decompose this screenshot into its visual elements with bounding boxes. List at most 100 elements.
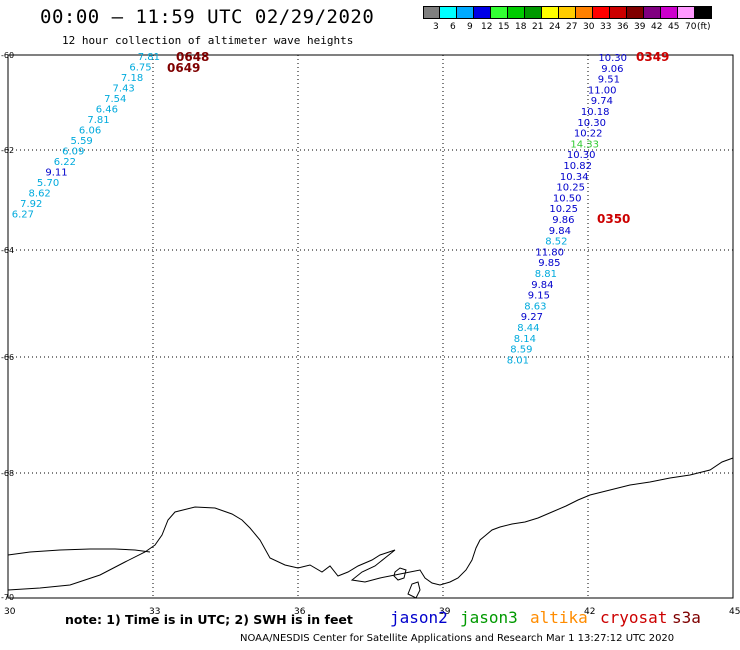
pass-time-label: 0649 <box>167 61 200 75</box>
longitude-tick-label: 30 <box>4 607 16 617</box>
colorbar-tick-label: 42 <box>651 22 663 32</box>
colorbar-swatch <box>627 6 644 19</box>
wave-height-label: 7.43 <box>113 84 135 95</box>
colorbar-tick-label: 15 <box>498 22 510 32</box>
colorbar-tick-label: 6 <box>450 22 456 32</box>
legend-cryosat: cryosat <box>600 608 668 627</box>
latitude-tick-label: -68 <box>1 469 14 478</box>
wave-height-label: 9.51 <box>598 75 620 86</box>
wave-height-label: 11.00 <box>588 85 617 96</box>
legend-altika: altika <box>530 608 588 627</box>
colorbar-tick-label: 70 <box>685 22 697 32</box>
wave-height-label: 9.74 <box>591 96 613 107</box>
latitude-tick-label: -66 <box>1 353 14 362</box>
wave-height-label: 6.22 <box>54 157 76 168</box>
colorbar-swatch <box>525 6 542 19</box>
wave-height-label: 8.63 <box>524 301 546 312</box>
wave-height-label: 10.30 <box>577 118 606 129</box>
colorbar-tick-label: 36 <box>617 22 629 32</box>
colorbar-tick-label: 12 <box>481 22 493 32</box>
colorbar-unit-label: (ft) <box>697 22 711 32</box>
colorbar-swatch <box>440 6 457 19</box>
wave-height-label: 10.22 <box>574 129 603 140</box>
wave-height-label: 7.92 <box>20 199 42 210</box>
pass-time-label: 0648 <box>176 50 209 64</box>
colorbar-swatch <box>576 6 593 19</box>
wave-height-label: 9.86 <box>552 215 574 226</box>
wave-height-label: 7.81 <box>138 52 160 63</box>
wave-height-label: 14.33 <box>570 139 599 150</box>
colorbar-swatch <box>559 6 576 19</box>
pass-time-label: 0350 <box>597 212 630 226</box>
colorbar-swatch <box>423 6 440 19</box>
wave-height-label: 5.59 <box>71 136 93 147</box>
wave-height-label: 8.01 <box>507 355 529 366</box>
colorbar-tick-label: 27 <box>566 22 578 32</box>
colorbar-swatch <box>457 6 474 19</box>
wave-height-label: 9.85 <box>538 258 560 269</box>
latitude-tick-label: -62 <box>1 146 14 155</box>
wave-height-label: 9.06 <box>601 64 623 75</box>
wave-height-label: 6.46 <box>96 105 118 116</box>
wave-height-label: 6.75 <box>129 63 151 74</box>
colorbar-tick-label: 9 <box>467 22 473 32</box>
wave-height-label: 10.34 <box>560 172 589 183</box>
wave-height-label: 10.30 <box>598 53 627 64</box>
colorbar-tick-label: 33 <box>600 22 612 32</box>
longitude-tick-label: 42 <box>584 607 595 617</box>
wave-height-label: 8.52 <box>545 237 567 248</box>
wave-height-label: 10.25 <box>556 183 585 194</box>
longitude-tick-label: 39 <box>439 607 451 617</box>
colorbar-tick-label: 18 <box>515 22 527 32</box>
map-gridlines <box>8 55 733 598</box>
page-title: 00:00 – 11:59 UTC 02/29/2020 <box>40 6 375 28</box>
wave-height-label: 9.84 <box>549 226 571 237</box>
colorbar-tick-label: 30 <box>583 22 595 32</box>
colorbar-swatch <box>491 6 508 19</box>
wave-height-label: 7.81 <box>87 115 109 126</box>
wave-height-label: 5.70 <box>37 178 59 189</box>
wave-height-label: 10.30 <box>567 150 596 161</box>
legend-s3a: s3a <box>672 608 701 627</box>
legend-note: note: 1) Time is in UTC; 2) SWH is in fe… <box>65 612 353 627</box>
wave-height-label: 6.06 <box>79 126 101 137</box>
wave-height-label: 9.84 <box>531 280 553 291</box>
wave-height-label: 11.80 <box>535 247 564 258</box>
legend-jason3: jason3 <box>460 608 518 627</box>
island-outline <box>393 567 407 581</box>
colorbar-swatch <box>474 6 491 19</box>
wave-height-label: 9.15 <box>528 291 550 302</box>
latitude-tick-label: -60 <box>1 51 14 60</box>
island-outline <box>407 581 421 599</box>
colorbar-swatch <box>695 6 712 19</box>
wave-height-label: 10.25 <box>549 204 578 215</box>
wave-height-label: 6.09 <box>62 147 84 158</box>
page-subtitle: 12 hour collection of altimeter wave hei… <box>62 34 354 47</box>
colorbar-swatch <box>542 6 559 19</box>
wave-height-label: 8.14 <box>514 334 536 345</box>
colorbar-swatch <box>678 6 695 19</box>
wave-height-label: 7.18 <box>121 73 143 84</box>
colorbar-swatch <box>661 6 678 19</box>
antarctic-coastline <box>7 457 734 591</box>
wave-height-label: 10.50 <box>553 193 582 204</box>
wave-height-label: 6.27 <box>12 210 34 221</box>
wave-height-label: 8.59 <box>510 345 532 356</box>
latitude-tick-label: -70 <box>1 593 14 602</box>
wave-height-label: 8.44 <box>517 323 539 334</box>
colorbar-swatch <box>644 6 661 19</box>
wave-height-label: 7.54 <box>104 94 126 105</box>
colorbar-swatch <box>610 6 627 19</box>
map-frame <box>7 54 734 599</box>
latitude-tick-label: -64 <box>1 246 14 255</box>
altimeter-tracks: 7.816.757.187.437.546.467.816.065.596.09… <box>12 50 670 366</box>
longitude-tick-label: 36 <box>294 607 306 617</box>
longitude-tick-label: 45 <box>729 607 740 617</box>
wave-height-label: 8.81 <box>535 269 557 280</box>
colorbar-swatch <box>593 6 610 19</box>
longitude-tick-label: 33 <box>149 607 160 617</box>
colorbar-tick-label: 39 <box>634 22 646 32</box>
colorbar-tick-label: 45 <box>668 22 680 32</box>
